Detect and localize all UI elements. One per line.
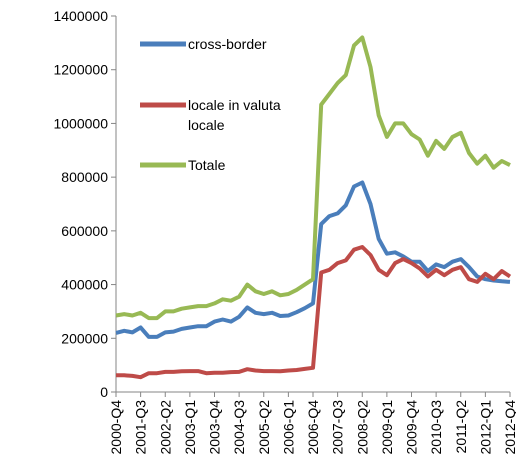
x-tick-label: 2012-Q1: [477, 400, 493, 455]
y-tick-label: 1400000: [53, 8, 108, 24]
y-tick-label: 400000: [61, 277, 108, 293]
y-tick-label: 1200000: [53, 62, 108, 78]
series-line: [115, 35, 511, 321]
x-tick-label: 2011-Q2: [453, 400, 469, 454]
x-tick-label: 2008-Q2: [354, 400, 370, 455]
y-tick-label: 200000: [61, 330, 108, 346]
legend-label: Totale: [188, 157, 226, 173]
y-tick-label: 800000: [61, 169, 108, 185]
y-tick-label: 600000: [61, 223, 108, 239]
x-tick-label: 2009-Q1: [379, 400, 395, 455]
x-tick-label: 2006-Q4: [305, 400, 321, 455]
x-tick-label: 2004-Q3: [231, 400, 247, 455]
x-tick-label: 2010-Q3: [428, 400, 444, 455]
x-tick-label: 2002-Q2: [157, 400, 173, 455]
x-tick-label: 2009-Q4: [404, 400, 420, 455]
y-tick-label: 1000000: [53, 115, 108, 131]
series-line: [116, 245, 512, 380]
x-tick-label: 2000-Q4: [108, 400, 124, 455]
series-line: [115, 180, 511, 339]
y-tick-label: 0: [100, 384, 108, 400]
x-tick-label: 2007-Q3: [330, 400, 346, 455]
x-tick-label: 2003-Q1: [182, 400, 198, 455]
legend-label: locale in valuta locale: [188, 97, 281, 133]
legend-label: cross-border: [188, 36, 267, 52]
x-tick-label: 2005-Q2: [256, 400, 272, 455]
x-tick-label: 2006-Q1: [280, 400, 296, 455]
x-tick-label: 2001-Q3: [133, 400, 149, 455]
x-tick-label: 2003-Q4: [207, 400, 223, 455]
x-tick-label: 2012-Q4: [502, 400, 516, 455]
